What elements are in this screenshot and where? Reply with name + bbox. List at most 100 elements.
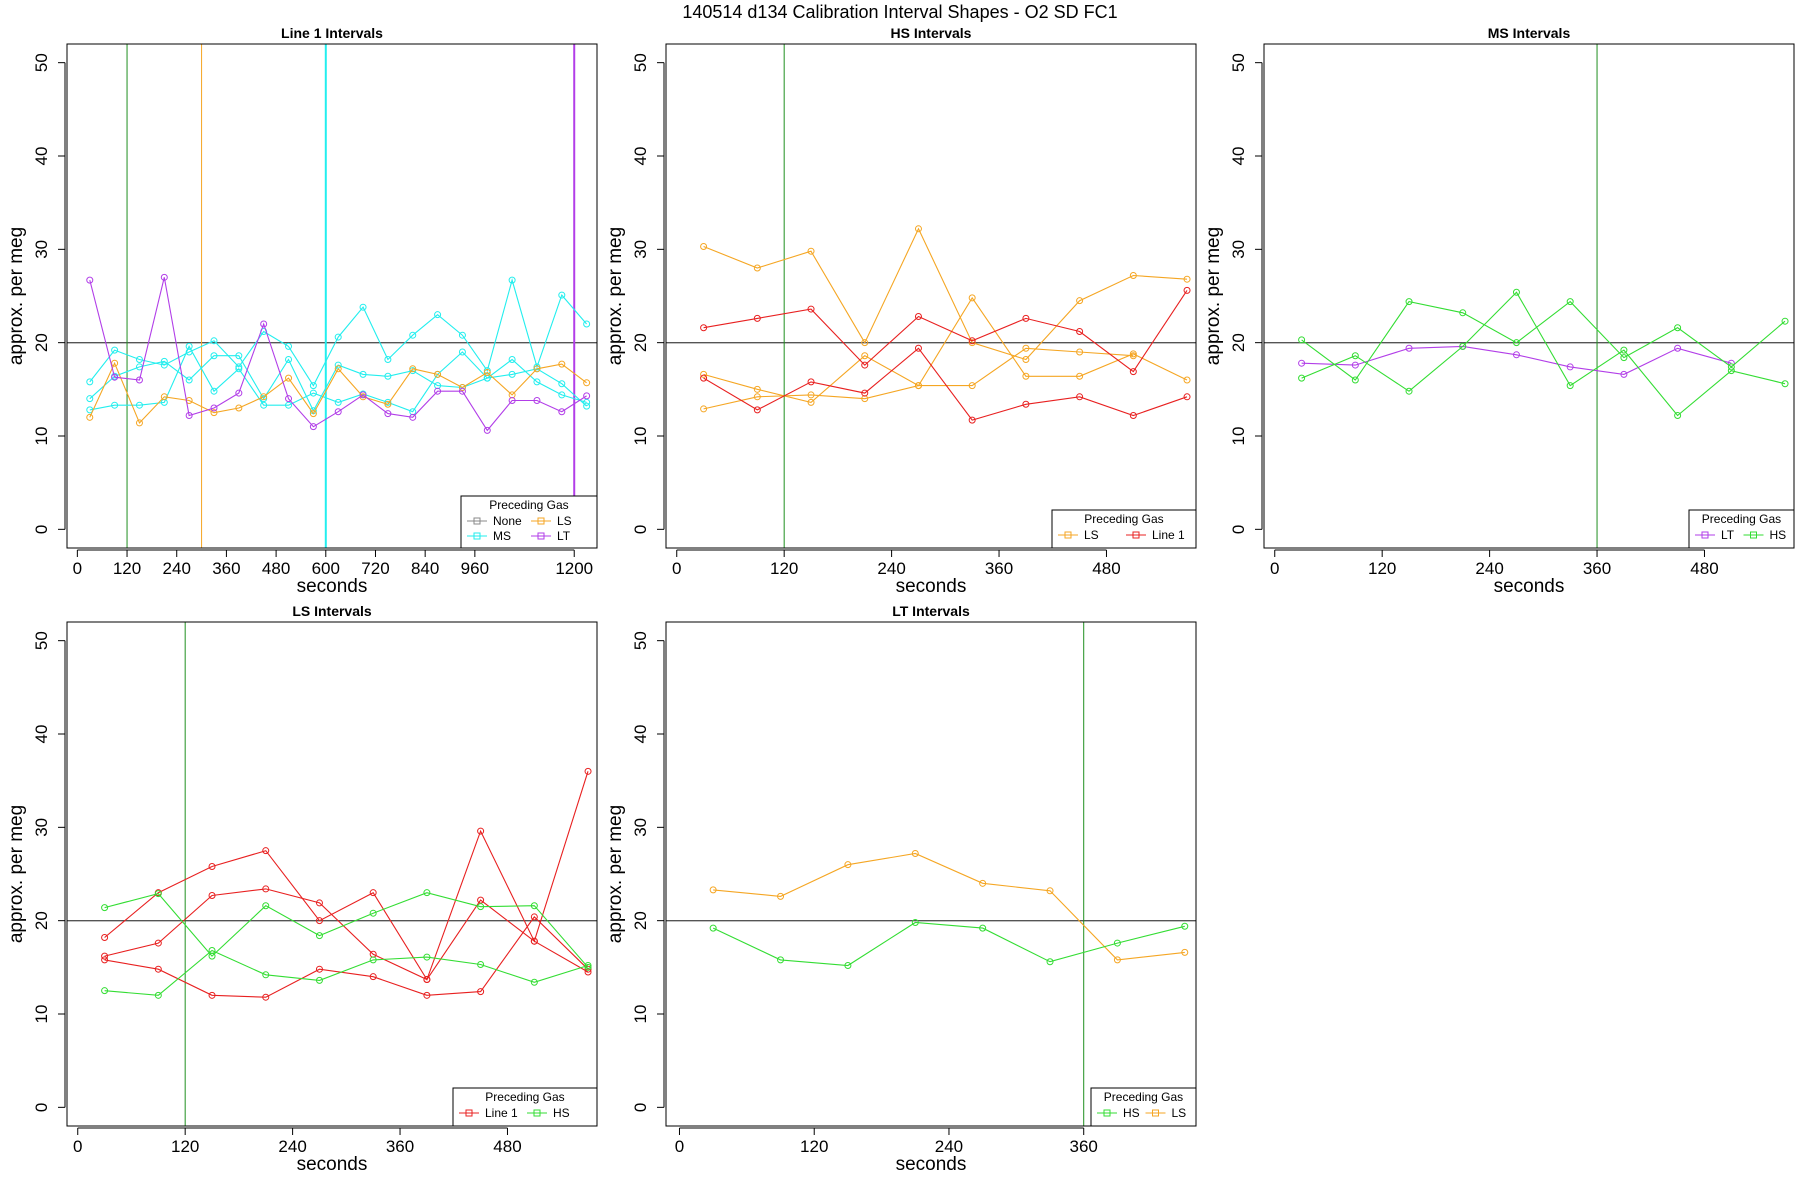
data-point <box>583 379 591 387</box>
data-point <box>359 391 367 399</box>
legend-box <box>452 1087 598 1127</box>
data-point <box>1022 355 1030 363</box>
data-point <box>285 395 293 403</box>
data-point <box>558 291 566 299</box>
y-tick-label: 40 <box>631 725 650 744</box>
y-tick-label: 10 <box>32 1005 51 1024</box>
data-point <box>458 383 466 391</box>
data-point <box>423 991 431 999</box>
data-point <box>334 333 342 341</box>
data-point <box>111 346 119 354</box>
series-line-hs <box>104 949 589 996</box>
x-axis-label: seconds <box>297 576 368 597</box>
data-point <box>160 357 168 365</box>
plot-frame <box>665 621 1197 1127</box>
data-point <box>1781 317 1789 325</box>
data-point <box>1129 368 1137 376</box>
y-tick-label: 10 <box>631 427 650 446</box>
plot-frame <box>1263 43 1795 549</box>
plot-frame <box>665 43 1197 549</box>
data-point <box>709 924 717 932</box>
data-point <box>583 398 591 406</box>
legend-title: Preceding Gas <box>1702 512 1781 526</box>
data-point <box>979 924 987 932</box>
x-tick-label: 0 <box>73 559 82 578</box>
data-point <box>1298 359 1306 367</box>
legend-swatch-marker <box>1103 1109 1111 1117</box>
legend-item-label: LT <box>1721 528 1735 542</box>
legend-item-label: Line 1 <box>1152 528 1185 542</box>
data-point <box>1046 887 1054 895</box>
data-point <box>160 393 168 401</box>
data-point <box>508 276 516 284</box>
data-point <box>1129 352 1137 360</box>
x-axis-label: seconds <box>1494 576 1565 597</box>
data-point <box>861 339 869 347</box>
data-point <box>1183 393 1191 401</box>
data-point <box>235 389 243 397</box>
data-point <box>1351 376 1359 384</box>
data-point <box>1076 297 1084 305</box>
data-point <box>1351 361 1359 369</box>
data-point <box>210 352 218 360</box>
series-line-hs <box>1301 300 1786 381</box>
series-line-hs <box>104 892 589 968</box>
data-point <box>968 337 976 345</box>
data-point <box>753 264 761 272</box>
y-axis-label: approx. per meg <box>1203 227 1224 365</box>
y-tick-label: 10 <box>32 427 51 446</box>
data-point <box>844 961 852 969</box>
x-tick-label: 240 <box>1475 559 1503 578</box>
data-point <box>533 378 541 386</box>
data-point <box>135 355 143 363</box>
data-point <box>1351 352 1359 360</box>
data-point <box>334 408 342 416</box>
data-point <box>208 947 216 955</box>
data-point <box>160 273 168 281</box>
data-point <box>1181 922 1189 930</box>
data-point <box>583 320 591 328</box>
data-point <box>807 391 815 399</box>
legend: Preceding Gas LS Line 1 <box>1051 509 1197 549</box>
data-point <box>477 961 485 969</box>
data-point <box>753 393 761 401</box>
data-point <box>262 902 270 910</box>
data-point <box>309 382 317 390</box>
y-tick-label: 20 <box>631 911 650 930</box>
y-tick-label: 10 <box>1229 427 1248 446</box>
y-tick-label: 40 <box>32 725 51 744</box>
data-point <box>584 963 592 971</box>
data-point <box>111 401 119 409</box>
x-axis-label: seconds <box>896 1154 967 1175</box>
y-tick-label: 20 <box>32 911 51 930</box>
data-point <box>101 904 109 912</box>
data-point <box>334 398 342 406</box>
data-point <box>583 392 591 400</box>
data-point <box>530 937 538 945</box>
series-line-lt <box>1301 345 1732 375</box>
series-line-ls <box>89 361 587 424</box>
data-point <box>914 382 922 390</box>
data-point <box>315 965 323 973</box>
x-tick-label: 240 <box>163 559 191 578</box>
y-tick-label: 50 <box>32 631 51 650</box>
data-point <box>409 331 417 339</box>
data-point <box>111 373 119 381</box>
legend-swatch-marker <box>473 517 481 525</box>
data-point <box>1405 387 1413 395</box>
data-point <box>309 423 317 431</box>
x-tick-label: 840 <box>411 559 439 578</box>
panel-title: LS Intervals <box>292 603 372 619</box>
legend-item-label: None <box>493 514 522 528</box>
data-point <box>1022 372 1030 380</box>
y-tick-label: 30 <box>32 240 51 259</box>
data-point <box>260 393 268 401</box>
legend-swatch-marker <box>1750 531 1757 539</box>
data-point <box>86 395 94 403</box>
data-point <box>753 314 761 322</box>
data-point <box>807 305 815 313</box>
data-point <box>861 389 869 397</box>
y-tick-label: 50 <box>631 631 650 650</box>
data-point <box>315 917 323 925</box>
data-point <box>968 294 976 302</box>
